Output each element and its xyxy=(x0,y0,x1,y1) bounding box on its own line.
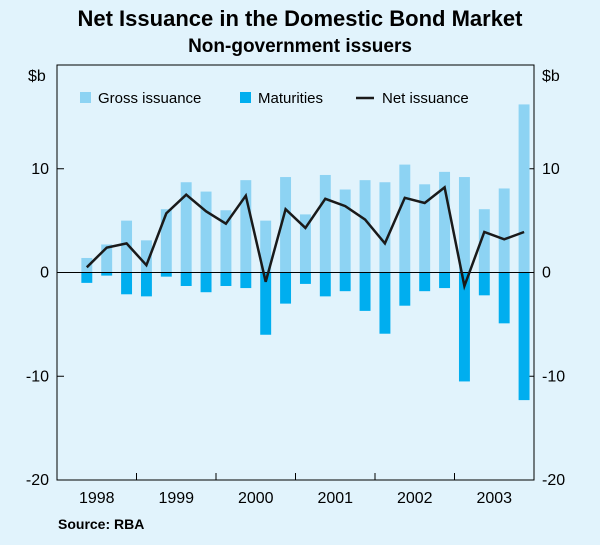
maturities-bar xyxy=(518,272,530,401)
gross-issuance-bar xyxy=(419,184,431,273)
gross-issuance-bar xyxy=(260,220,272,273)
y-tick-label-right: -20 xyxy=(542,472,565,489)
y-tick-label-left: -20 xyxy=(26,472,49,489)
maturities-bar xyxy=(101,272,113,276)
maturities-bar xyxy=(81,272,93,283)
y-axis-unit-right: $b xyxy=(542,68,560,85)
y-tick-label-right: 10 xyxy=(542,161,560,178)
gross-issuance-bar xyxy=(518,104,530,273)
gross-issuance-bar xyxy=(200,191,212,273)
x-year-label: 2003 xyxy=(476,490,512,507)
maturities-bar xyxy=(458,272,470,382)
gross-issuance-bar xyxy=(220,210,232,273)
gross-issuance-bar xyxy=(498,188,510,273)
maturities-bar xyxy=(339,272,351,292)
y-tick-label-left: -10 xyxy=(26,368,49,385)
gross-issuance-series xyxy=(81,104,530,273)
net-issuance-series xyxy=(85,185,525,291)
gross-issuance-bar xyxy=(359,180,371,273)
maturities-bar xyxy=(399,272,411,306)
gross-issuance-bar xyxy=(339,189,351,273)
gross-issuance-bar xyxy=(458,177,470,273)
gross-issuance-bar xyxy=(101,244,113,273)
x-year-label: 1998 xyxy=(79,490,115,507)
maturities-bar xyxy=(419,272,431,292)
maturities-bar xyxy=(200,272,212,293)
y-axis-unit-left: $b xyxy=(28,68,46,85)
gross-issuance-bar xyxy=(121,220,133,273)
chart-title: Net Issuance in the Domestic Bond Market xyxy=(77,6,523,31)
gross-issuance-bar xyxy=(160,209,172,273)
gross-issuance-bar xyxy=(399,164,411,273)
maturities-bar xyxy=(121,272,133,295)
maturities-bar xyxy=(260,272,272,335)
maturities-bar xyxy=(160,272,172,277)
maturities-bar xyxy=(498,272,510,324)
gross-issuance-bar xyxy=(319,174,331,273)
legend-swatch-gross xyxy=(80,92,91,103)
chart-subtitle: Non-government issuers xyxy=(188,36,412,57)
x-year-label: 1999 xyxy=(158,490,194,507)
maturities-bar xyxy=(299,272,311,284)
gross-issuance-bar xyxy=(240,180,252,273)
maturities-bar xyxy=(240,272,252,289)
maturities-bar xyxy=(280,272,292,304)
maturities-bar xyxy=(478,272,490,296)
maturities-bar xyxy=(439,272,451,289)
legend: Gross issuance Maturities Net issuance xyxy=(80,90,469,107)
y-tick-label-left: 10 xyxy=(31,161,49,178)
maturities-bar xyxy=(359,272,371,311)
maturities-bar xyxy=(220,272,232,286)
maturities-bar xyxy=(140,272,152,297)
y-tick-label-right: 0 xyxy=(542,265,551,282)
maturities-bar xyxy=(180,272,192,286)
gross-issuance-bar xyxy=(379,182,391,273)
gross-issuance-bar xyxy=(81,257,93,273)
y-tick-label-left: 0 xyxy=(40,265,49,282)
x-axis-year-labels: 1998 1999 2000 2001 2002 2003 xyxy=(79,490,512,507)
x-year-label: 2001 xyxy=(317,490,353,507)
x-year-label: 2002 xyxy=(397,490,433,507)
gross-issuance-bar xyxy=(180,182,192,273)
gross-issuance-bar xyxy=(140,240,152,273)
y-tick-label-right: -10 xyxy=(542,368,565,385)
source-note: Source: RBA xyxy=(58,516,145,532)
legend-label-gross: Gross issuance xyxy=(98,90,201,107)
gross-issuance-bar xyxy=(299,214,311,273)
gross-issuance-bar xyxy=(439,171,451,273)
gross-issuance-bar xyxy=(478,209,490,273)
maturities-bar xyxy=(319,272,331,297)
x-year-label: 2000 xyxy=(238,490,274,507)
legend-label-maturities: Maturities xyxy=(258,90,323,107)
maturities-bar xyxy=(379,272,391,334)
maturities-series xyxy=(81,272,530,401)
legend-swatch-maturities xyxy=(240,92,251,103)
net-issuance-line xyxy=(85,185,525,291)
gross-issuance-bar xyxy=(280,177,292,273)
legend-label-net: Net issuance xyxy=(382,90,469,107)
